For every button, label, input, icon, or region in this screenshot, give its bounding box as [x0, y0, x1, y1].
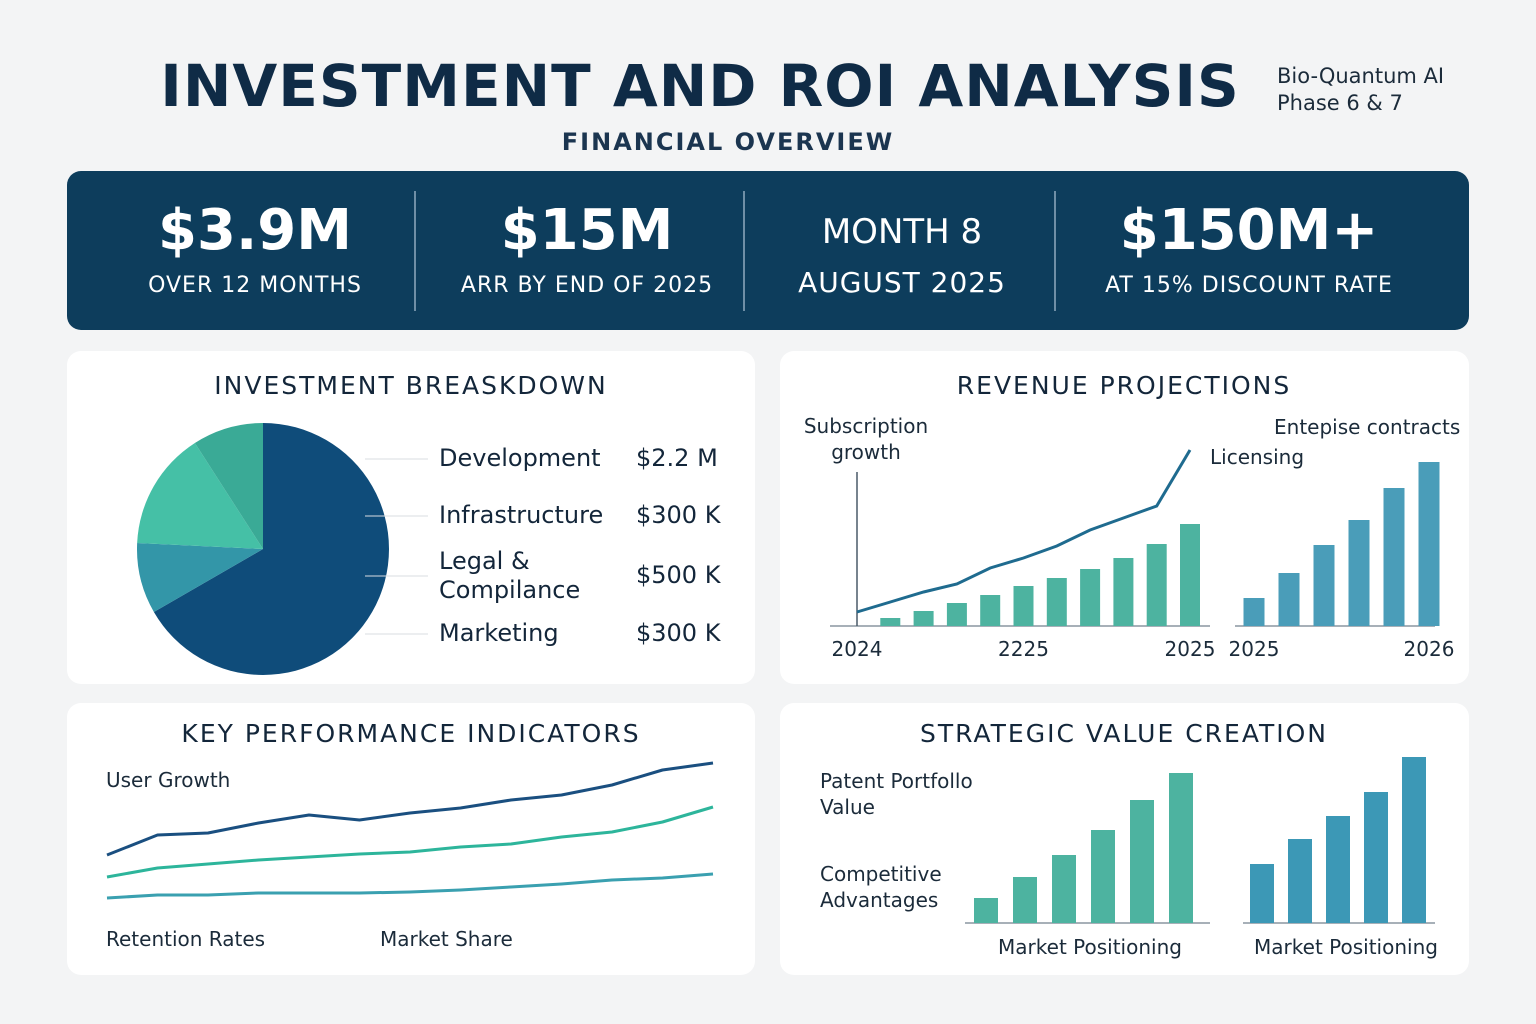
bar	[1113, 558, 1134, 626]
legend-value: $500 K	[636, 561, 721, 589]
legend-value: $2.2 M	[636, 444, 718, 472]
annotation: Competitive Advantages	[820, 862, 942, 912]
x-tick-label: 2024	[831, 637, 883, 661]
bar	[1348, 520, 1370, 626]
bar	[1243, 598, 1265, 626]
bar	[1383, 488, 1405, 626]
x-tick-label: 2026	[1403, 637, 1455, 661]
annotation: Patent Portfollo Value	[820, 769, 973, 819]
bar	[1418, 462, 1440, 626]
pie-slice	[137, 543, 263, 612]
legend-label: Infrastructure	[439, 501, 604, 529]
bar	[974, 898, 998, 923]
bar	[1364, 792, 1388, 923]
series-line	[106, 805, 714, 879]
x-tick-label: 2025	[1228, 637, 1280, 661]
legend-label: Marketing	[439, 619, 559, 647]
bar	[980, 595, 1001, 626]
legend-value: $300 K	[636, 619, 721, 647]
kpi-value: MONTH 8	[821, 212, 983, 252]
bar	[1013, 877, 1037, 923]
divider	[743, 191, 745, 311]
bar	[1052, 855, 1076, 923]
kpi-label: OVER 12 MONTHS	[148, 273, 362, 298]
annotation: Subscription growth	[803, 414, 929, 464]
bar	[1402, 757, 1426, 923]
kpi-label: AUGUST 2025	[798, 266, 1006, 299]
annotation: Market Share	[380, 927, 513, 951]
kpi-value: $150M+	[1119, 198, 1379, 263]
bar	[1080, 569, 1101, 626]
series-line	[856, 449, 1192, 614]
annotation: User Growth	[106, 768, 231, 792]
pie-slice	[137, 443, 263, 549]
x-axis-label: Market Positioning	[998, 935, 1182, 959]
bar	[1169, 773, 1193, 923]
panel	[780, 703, 1469, 975]
annotation: Licensing	[1210, 445, 1305, 469]
panel	[67, 703, 755, 975]
pie-slice	[194, 423, 263, 549]
bar	[1130, 800, 1154, 923]
legend-label: Legal & Compilance	[439, 547, 581, 604]
panel-title: REVENUE PROJECTIONS	[956, 371, 1292, 400]
bar	[1013, 586, 1034, 626]
kpi-band	[67, 171, 1469, 330]
bar	[1288, 839, 1312, 923]
page-title: INVESTMENT AND ROI ANALYSIS	[160, 52, 1240, 120]
bar	[946, 603, 967, 626]
legend-label: Development	[439, 444, 601, 472]
kpi-value: $3.9M	[158, 198, 352, 263]
series-line	[106, 872, 714, 900]
x-tick-label: 2225	[998, 637, 1049, 661]
kpi-label: ARR BY END OF 2025	[460, 273, 714, 298]
bar	[880, 618, 901, 626]
bar	[913, 611, 934, 626]
legend-value: $300 K	[636, 501, 721, 529]
bar	[1326, 816, 1350, 923]
divider	[1054, 191, 1056, 311]
annotation: Entepise contracts	[1274, 415, 1461, 439]
panel-title: INVESTMENT BREASKDOWN	[214, 371, 608, 400]
panel-title: STRATEGIC VALUE CREATION	[919, 719, 1329, 748]
pie-slice	[153, 423, 389, 675]
bar	[1146, 544, 1167, 626]
x-tick-label: 2025	[1164, 637, 1216, 661]
panel-title: KEY PERFORMANCE INDICATORS	[181, 719, 641, 748]
x-axis-label: Market Positioning	[1254, 935, 1438, 959]
bar	[1046, 578, 1067, 626]
tag-line: Bio-Quantum AI	[1277, 64, 1445, 88]
bar	[1180, 524, 1200, 626]
kpi-label: AT 15% DISCOUNT RATE	[1105, 273, 1393, 298]
annotation: Retention Rates	[106, 927, 266, 951]
bar	[1278, 573, 1300, 626]
tag-line: Phase 6 & 7	[1277, 91, 1403, 115]
bar	[1313, 545, 1335, 626]
page-subtitle: FINANCIAL OVERVIEW	[561, 128, 895, 156]
kpi-value: $15M	[500, 198, 674, 263]
bar	[1091, 830, 1115, 923]
divider	[414, 191, 416, 311]
bar	[1250, 864, 1274, 923]
series-line	[106, 761, 714, 857]
